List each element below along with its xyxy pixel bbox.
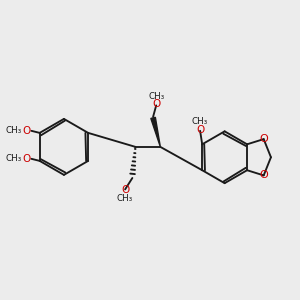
- Polygon shape: [151, 117, 160, 147]
- Text: O: O: [196, 125, 204, 135]
- Text: O: O: [22, 126, 30, 136]
- Text: CH₃: CH₃: [148, 92, 164, 100]
- Text: O: O: [259, 134, 268, 144]
- Text: CH₃: CH₃: [192, 117, 208, 126]
- Text: O: O: [121, 185, 129, 195]
- Text: O: O: [22, 154, 30, 164]
- Text: CH₃: CH₃: [117, 194, 133, 203]
- Text: CH₃: CH₃: [6, 154, 22, 163]
- Text: CH₃: CH₃: [6, 126, 22, 135]
- Text: O: O: [152, 99, 160, 110]
- Text: O: O: [259, 170, 268, 180]
